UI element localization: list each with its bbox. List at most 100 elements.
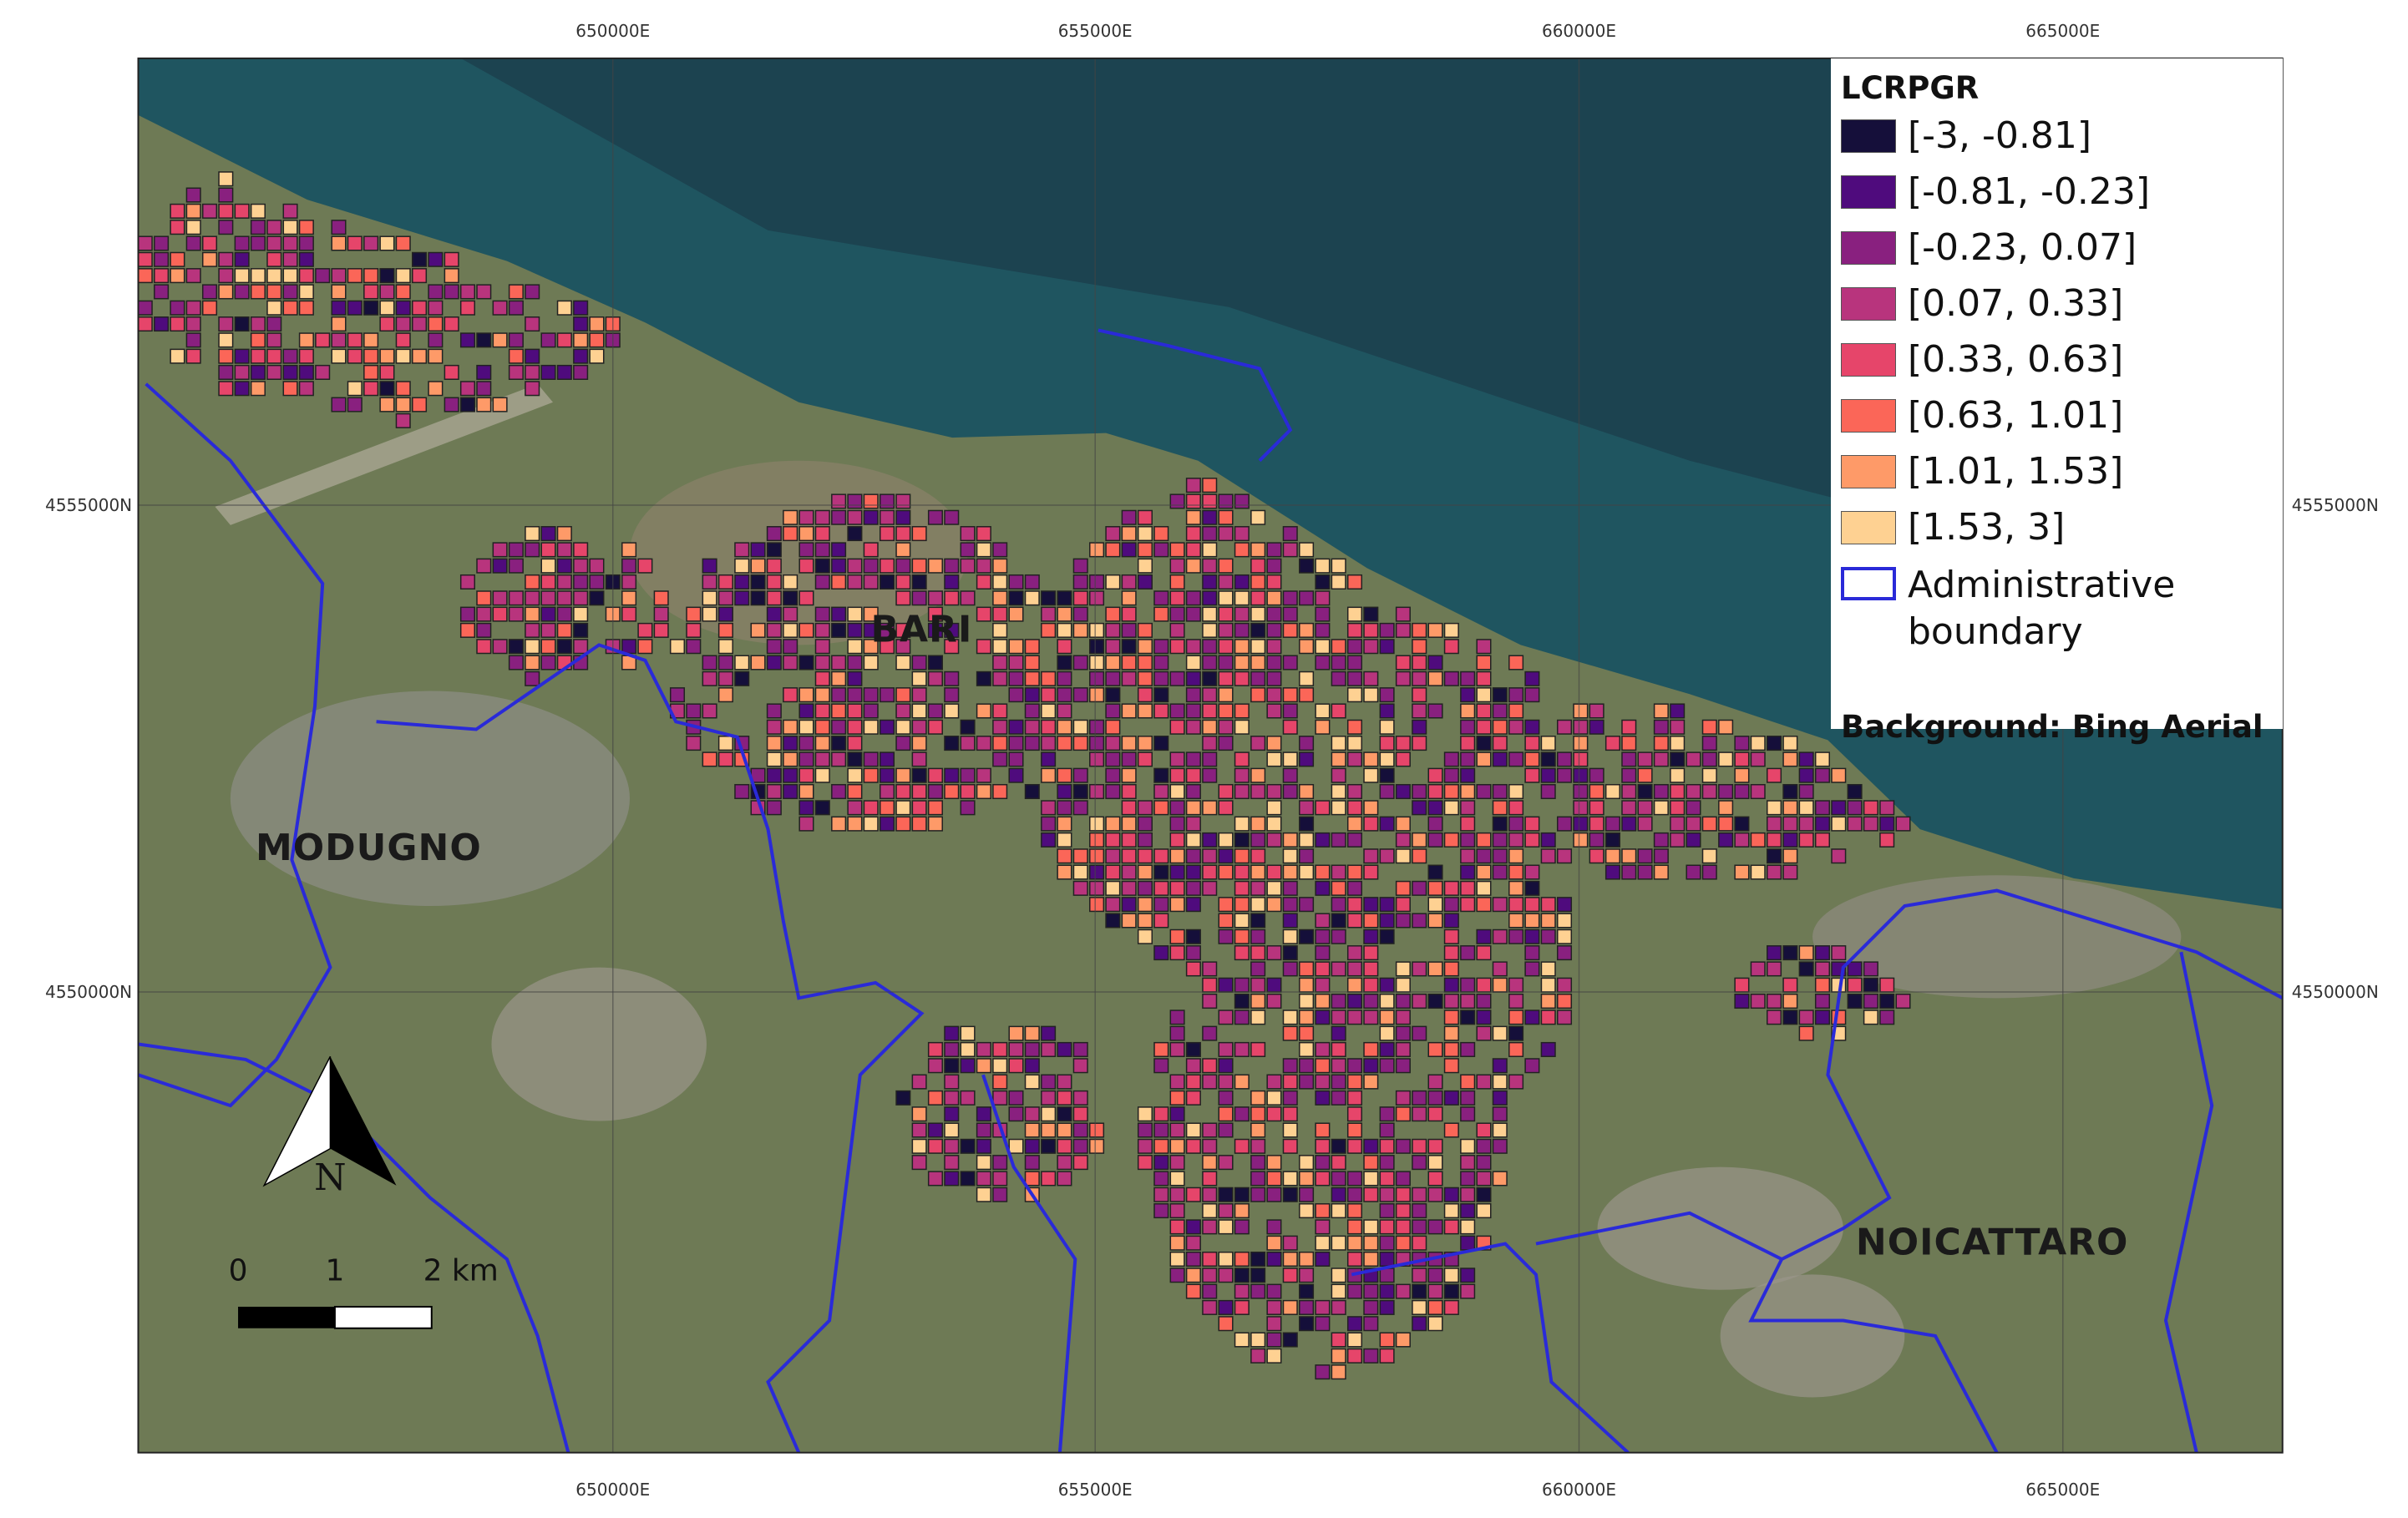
cell <box>201 251 218 267</box>
cell <box>1379 848 1395 864</box>
cell <box>1734 977 1750 993</box>
cell <box>1412 1025 1427 1041</box>
cell <box>1427 1299 1443 1315</box>
cell <box>1072 767 1088 783</box>
cell <box>1460 1235 1476 1251</box>
cell <box>1266 1332 1282 1348</box>
cell <box>1218 1155 1234 1171</box>
cell <box>1363 639 1379 655</box>
cell <box>492 300 508 316</box>
cell <box>1718 816 1734 832</box>
cell <box>895 736 911 751</box>
cell <box>1315 1041 1331 1057</box>
cell <box>1299 542 1315 558</box>
cell <box>1185 864 1201 880</box>
cell <box>444 397 459 412</box>
cell <box>1234 880 1250 896</box>
cell <box>1105 687 1121 703</box>
cell <box>1234 929 1250 944</box>
cell <box>1282 1106 1298 1122</box>
cell <box>1041 1122 1057 1138</box>
cell <box>1024 1122 1040 1138</box>
cell <box>201 203 218 219</box>
cell <box>1169 848 1185 864</box>
cell <box>766 590 782 606</box>
cell <box>1589 703 1604 719</box>
cell <box>1460 703 1476 719</box>
cell <box>944 1155 960 1171</box>
cell <box>1299 961 1315 977</box>
cell <box>556 590 572 606</box>
cell <box>1427 670 1443 686</box>
cell <box>589 590 605 606</box>
cell <box>1363 1348 1379 1364</box>
cell <box>1331 1203 1346 1219</box>
cell <box>1218 670 1234 686</box>
cell <box>1508 864 1524 880</box>
cell <box>1169 1268 1185 1283</box>
cell <box>847 736 863 751</box>
cell <box>1250 1090 1266 1106</box>
cell <box>831 783 847 800</box>
cell <box>734 655 750 670</box>
cell <box>282 251 298 267</box>
cell <box>540 526 556 542</box>
legend-row: [1.53, 3] <box>1841 506 2283 562</box>
cell <box>1767 994 1782 1009</box>
cell <box>1492 1090 1508 1106</box>
cell <box>1057 639 1072 655</box>
cell <box>331 220 347 235</box>
cell <box>1008 751 1024 767</box>
cell <box>895 622 911 638</box>
cell <box>717 687 733 703</box>
cell <box>1443 832 1459 848</box>
legend-label: Administrative boundary <box>1908 564 2176 653</box>
cell <box>1427 1138 1443 1154</box>
cell <box>911 800 927 816</box>
cell <box>1299 816 1315 832</box>
cell <box>911 816 927 832</box>
cell <box>1185 542 1201 558</box>
cell <box>879 526 895 542</box>
legend-swatch <box>1841 455 1896 488</box>
cell <box>428 300 444 316</box>
cell <box>1379 1268 1395 1283</box>
cell <box>1831 848 1847 864</box>
cell <box>1604 736 1620 751</box>
cell <box>1379 1235 1395 1251</box>
cell <box>1218 1090 1234 1106</box>
cell <box>750 574 766 590</box>
cell <box>525 574 540 590</box>
cell <box>960 719 976 735</box>
cell <box>1169 622 1185 638</box>
cell <box>298 381 314 397</box>
cell <box>847 751 863 767</box>
cell <box>1331 1235 1346 1251</box>
cell <box>1234 848 1250 864</box>
cell <box>476 332 492 348</box>
cell <box>1395 913 1411 929</box>
cell <box>1879 832 1895 848</box>
cell <box>1443 1122 1459 1138</box>
cell <box>944 1090 960 1106</box>
cell <box>1315 961 1331 977</box>
cell <box>1008 590 1024 606</box>
cell <box>1573 719 1589 735</box>
cell <box>1524 736 1540 751</box>
cell <box>525 348 540 364</box>
cell <box>1072 880 1088 896</box>
cell <box>1379 1251 1395 1268</box>
cell <box>1767 961 1782 977</box>
cell <box>1072 1106 1088 1122</box>
x-coord-label: 665000E <box>2025 21 2100 41</box>
cell <box>814 639 830 655</box>
cell <box>863 493 879 509</box>
cell <box>1443 1299 1459 1315</box>
cell <box>1556 929 1573 944</box>
cell <box>1105 832 1121 848</box>
cell <box>1250 1187 1266 1202</box>
cell <box>798 622 814 638</box>
cell <box>686 736 702 751</box>
cell <box>1024 639 1040 655</box>
cell <box>1508 1009 1524 1025</box>
